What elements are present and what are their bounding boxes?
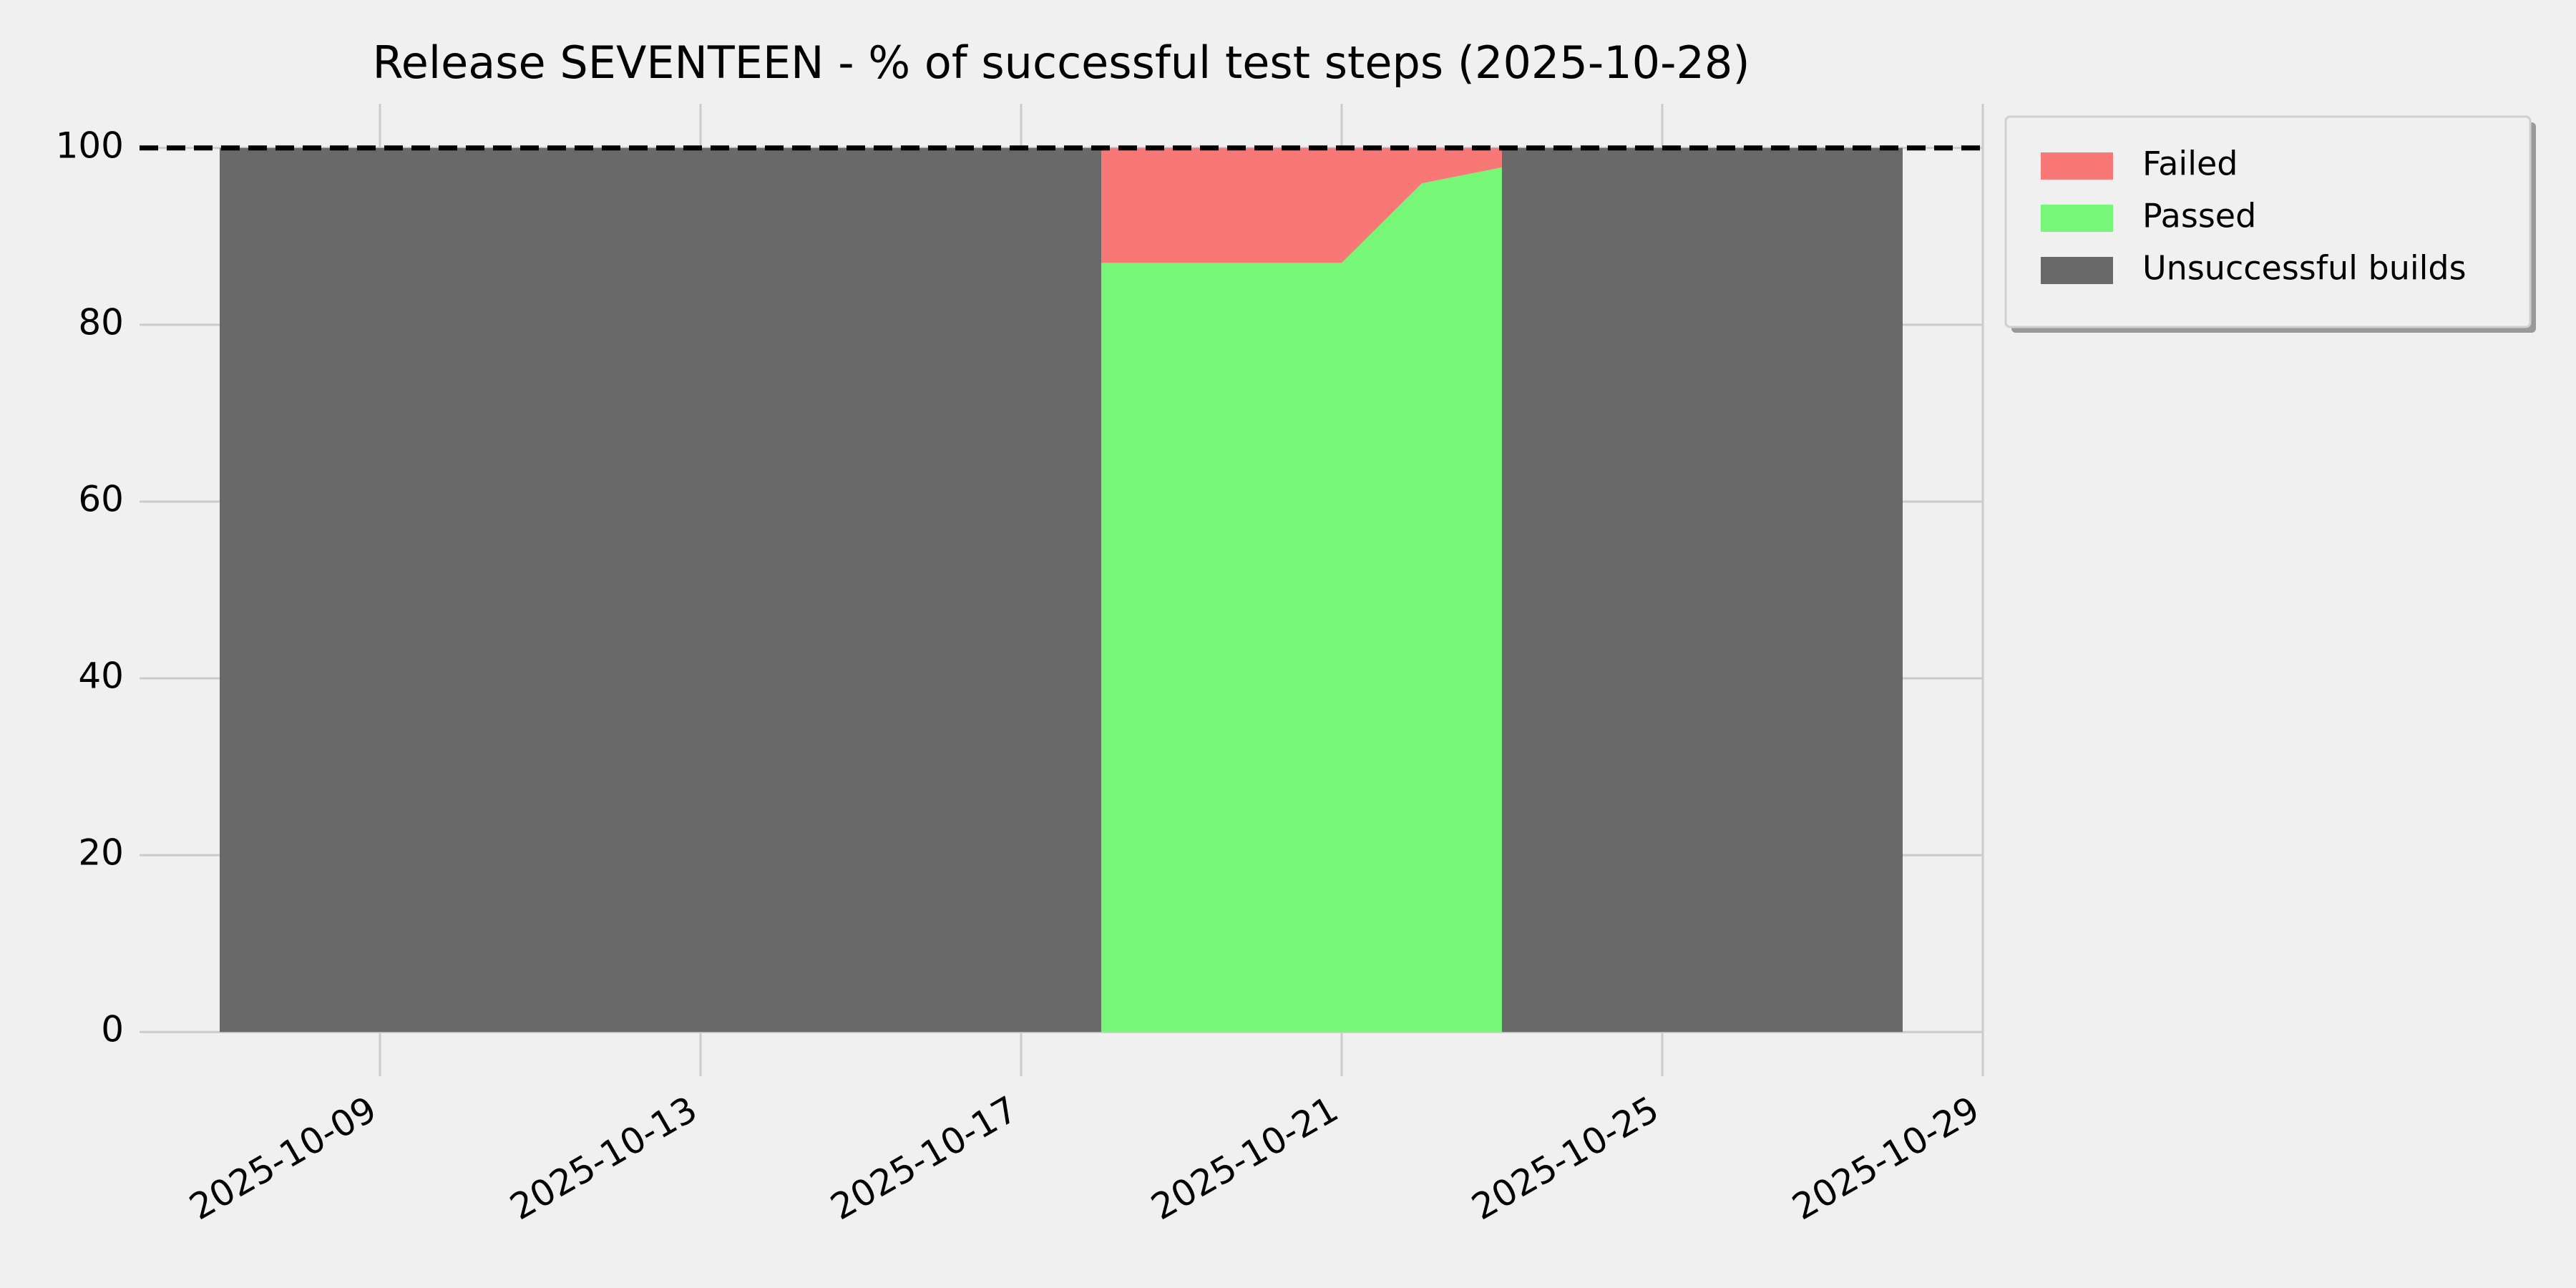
y-tick-label: 60 [78,478,124,519]
legend-label: Passed [2142,197,2256,235]
area [220,147,1903,1033]
y-tick-label: 0 [101,1009,124,1050]
legend-label: Unsuccessful builds [2142,249,2467,288]
legend-swatch [2041,152,2113,180]
legend-box [2004,115,2532,328]
legend-swatch [2041,205,2113,232]
chart-title: Release SEVENTEEN - % of successful test… [372,36,1750,89]
y-tick-label: 40 [78,655,124,697]
legend: Failed Passed Unsuccessful builds [2004,115,2536,333]
y-tick-label: 20 [78,832,124,874]
y-tick-label: 80 [78,301,124,343]
area [1101,167,1502,1033]
legend-label: Failed [2142,145,2238,183]
legend-swatch [2041,257,2113,284]
area [1101,147,1502,263]
y-tick-label: 100 [56,125,124,166]
